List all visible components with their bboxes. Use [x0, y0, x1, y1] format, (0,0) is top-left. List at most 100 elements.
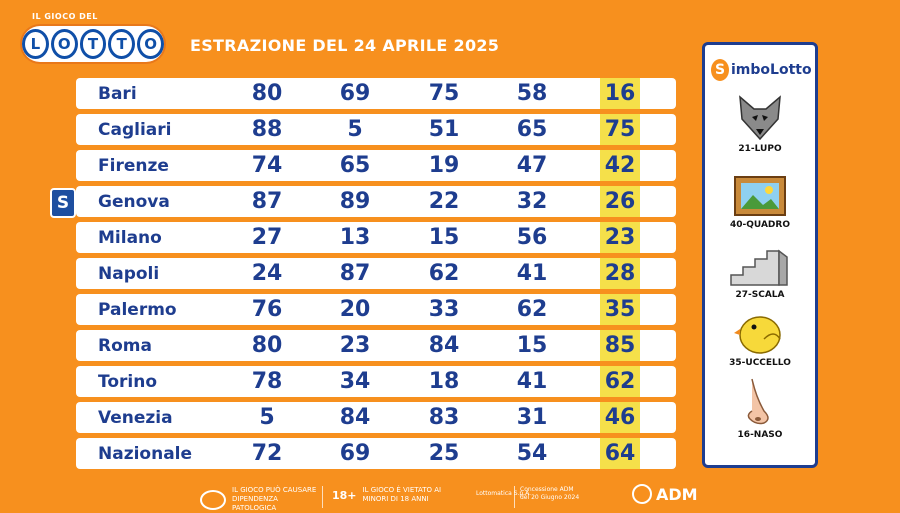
footer: IL GIOCO PUÒ CAUSARE DIPENDENZA PATOLOGI… — [0, 476, 900, 512]
drawn-number-5-highlight: 62 — [600, 366, 640, 397]
drawn-number: 13 — [339, 225, 371, 250]
symbol-quadro: 40-QUADRO — [705, 175, 815, 230]
age-limit-badge: 18+ — [332, 488, 357, 502]
drawn-number: 41 — [516, 369, 548, 394]
gambling-warning-icon — [200, 489, 226, 510]
symbol-uccello: 35-UCCELLO — [705, 305, 815, 368]
drawn-number: 65 — [339, 153, 371, 178]
drawn-number: 75 — [428, 81, 460, 106]
symbol-scala: 27-SCALA — [705, 245, 815, 300]
adm-logo: ADM — [632, 484, 698, 504]
drawn-number-5-highlight: 28 — [600, 258, 640, 289]
drawn-number: 84 — [428, 333, 460, 358]
drawn-number-5-highlight: 42 — [600, 150, 640, 181]
drawn-number-5-highlight: 75 — [600, 114, 640, 145]
results-row: Milano 27 13 15 56 23 — [76, 222, 676, 253]
drawn-number: 88 — [251, 117, 283, 142]
adm-logo-text: ADM — [656, 484, 698, 504]
city-name: Palermo — [98, 299, 177, 320]
nose-icon — [747, 378, 769, 425]
drawn-number-5-highlight: 23 — [600, 222, 640, 253]
drawn-number-5-highlight: 46 — [600, 402, 640, 433]
drawn-number: 41 — [516, 261, 548, 286]
drawn-number: 72 — [251, 441, 283, 466]
city-name: Napoli — [98, 263, 160, 284]
drawn-number: 20 — [339, 297, 371, 322]
drawn-number: 80 — [251, 81, 283, 106]
symbol-naso: 16-NASO — [705, 377, 815, 440]
wolf-icon — [739, 95, 781, 141]
results-table: Bari 80 69 75 58 16 Cagliari 88 5 51 65 75 Firenze 74… — [50, 78, 676, 474]
footer-warning-2: 18+ IL GIOCO È VIETATO AI MINORI DI 18 A… — [332, 486, 453, 504]
simbolotto-panel: S imboLotto 21-LUPO 40-QUADRO 27-SCALA — [702, 42, 818, 468]
logo-letter: T — [79, 29, 107, 59]
drawn-number: 89 — [339, 189, 371, 214]
results-row: Roma 80 23 84 15 85 — [76, 330, 676, 361]
drawn-number: 62 — [428, 261, 460, 286]
drawn-number: 27 — [251, 225, 283, 250]
bird-icon — [734, 316, 781, 354]
drawn-number: 5 — [259, 405, 275, 430]
footer-warning-1: IL GIOCO PUÒ CAUSARE DIPENDENZA PATOLOGI… — [200, 486, 322, 513]
drawn-number: 56 — [516, 225, 548, 250]
drawn-number: 34 — [339, 369, 371, 394]
drawn-number-5-highlight: 35 — [600, 294, 640, 325]
symbol-label: 27-SCALA — [735, 290, 785, 300]
results-row: Napoli 24 87 62 41 28 — [76, 258, 676, 289]
footer-concession: Concessione ADM del 20 Giugno 2024 — [520, 486, 580, 501]
drawn-number: 80 — [251, 333, 283, 358]
city-name: Firenze — [98, 155, 169, 176]
drawn-number: 83 — [428, 405, 460, 430]
drawn-number: 33 — [428, 297, 460, 322]
results-row: Nazionale 72 69 25 54 64 — [76, 438, 676, 469]
city-name: Genova — [98, 191, 170, 212]
drawn-number: 23 — [339, 333, 371, 358]
drawn-number: 19 — [428, 153, 460, 178]
footer-lottomatica: Lottomatica S.p.A. — [476, 490, 532, 497]
logo-letter: O — [50, 29, 78, 59]
drawn-number: 69 — [339, 441, 371, 466]
drawn-number: 15 — [428, 225, 460, 250]
drawn-number: 15 — [516, 333, 548, 358]
lotto-logo: IL GIOCO DEL L O T T O — [18, 8, 168, 70]
symbol-label: 35-UCCELLO — [729, 358, 791, 368]
drawn-number: 31 — [516, 405, 548, 430]
results-row: Venezia 5 84 83 31 46 — [76, 402, 676, 433]
drawn-number-5-highlight: 85 — [600, 330, 640, 361]
drawn-number: 74 — [251, 153, 283, 178]
footer-divider — [514, 486, 515, 508]
drawn-number: 78 — [251, 369, 283, 394]
city-name: Bari — [98, 83, 137, 104]
picture-frame-icon — [734, 176, 786, 216]
adm-emblem-icon — [632, 484, 652, 504]
logo-letter: L — [22, 29, 49, 59]
results-row: Palermo 76 20 33 62 35 — [76, 294, 676, 325]
footer-divider — [322, 486, 323, 508]
drawn-number: 25 — [428, 441, 460, 466]
footer-warning-1-text: IL GIOCO PUÒ CAUSARE DIPENDENZA PATOLOGI… — [232, 486, 317, 512]
simbolotto-title: S imboLotto — [711, 59, 812, 81]
drawn-number: 58 — [516, 81, 548, 106]
symbol-label: 21-LUPO — [738, 144, 782, 154]
city-name: Nazionale — [98, 443, 193, 464]
drawn-number: 62 — [516, 297, 548, 322]
drawn-number-5-highlight: 64 — [600, 438, 640, 469]
drawn-number: 51 — [428, 117, 460, 142]
city-name: Roma — [98, 335, 152, 356]
stairs-icon — [730, 249, 788, 286]
drawn-number: 32 — [516, 189, 548, 214]
results-row: Bari 80 69 75 58 16 — [76, 78, 676, 109]
simbolotto-badge-icon: S — [50, 188, 76, 218]
drawn-number: 84 — [339, 405, 371, 430]
results-row: S Genova 87 89 22 32 26 — [50, 186, 676, 218]
results-row: Torino 78 34 18 41 62 — [76, 366, 676, 397]
city-name: Milano — [98, 227, 162, 248]
city-name: Torino — [98, 371, 158, 392]
footer-warning-2-text: IL GIOCO È VIETATO AI MINORI DI 18 ANNI — [362, 486, 442, 503]
city-name: Venezia — [98, 407, 173, 428]
drawn-number: 5 — [347, 117, 363, 142]
drawn-number: 47 — [516, 153, 548, 178]
results-row: Cagliari 88 5 51 65 75 — [76, 114, 676, 145]
logo-letter: T — [108, 29, 136, 59]
logo-small-text: IL GIOCO DEL — [32, 12, 98, 21]
